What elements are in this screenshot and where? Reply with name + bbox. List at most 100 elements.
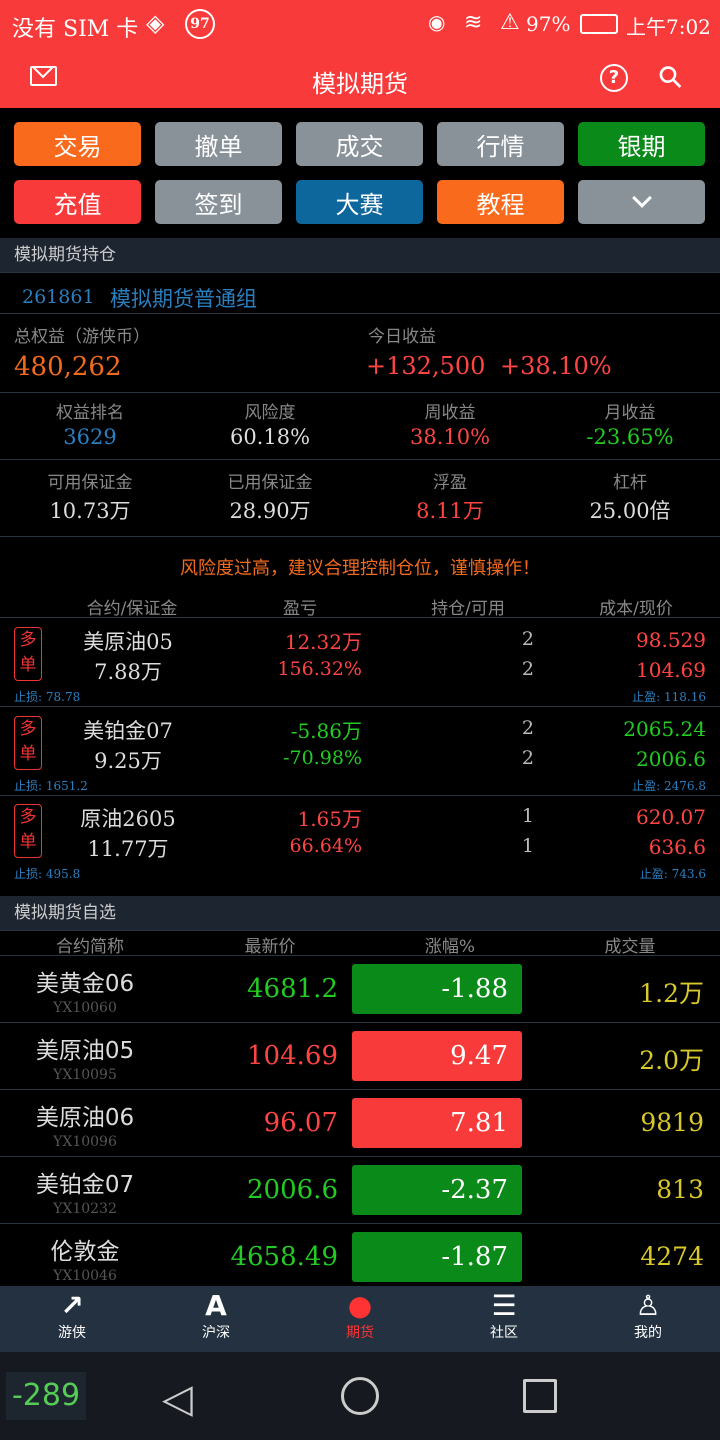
change-pct: -1.88: [352, 964, 522, 1014]
volume: 1.2万: [639, 979, 704, 1008]
available-qty: 2: [521, 658, 534, 680]
change-pct: -2.37: [352, 1165, 522, 1215]
contract-name: 美铂金07: [83, 718, 173, 743]
stat-value: 38.10%: [409, 425, 491, 449]
positions-section-title: 模拟期货持仓: [0, 238, 720, 272]
button-label: 成交: [335, 132, 384, 161]
button-label: 撤单: [194, 132, 243, 161]
stop-loss: 止损: 1651.2: [14, 778, 88, 793]
button-1[interactable]: 撤单: [155, 122, 282, 166]
stat-label: 可用保证金: [47, 473, 133, 493]
position-qty: 1: [521, 805, 534, 827]
recents-icon[interactable]: [523, 1379, 557, 1413]
pnl-pct: 156.32%: [277, 658, 362, 680]
watchlist-row[interactable]: 美原油06 YX10096 96.07 7.81 9819: [0, 1090, 720, 1156]
available-qty: 1: [521, 835, 534, 857]
nav-item-1[interactable]: A 沪深: [144, 1286, 288, 1352]
button-label: 签到: [194, 190, 243, 219]
button-4[interactable]: 银期: [578, 122, 705, 166]
stat-label: 已用保证金: [227, 473, 313, 493]
nav-item-2[interactable]: ● 期货: [288, 1286, 432, 1352]
stat-label: 权益排名: [56, 403, 124, 423]
app-header: 模拟期货 ? ⚲: [0, 50, 720, 108]
position-column-header: 持仓/可用: [431, 599, 505, 619]
bottom-nav: ↗ 游侠 A 沪深 ● 期货 ☰ 社区 ♙ 我的: [0, 1286, 720, 1352]
today-income-label: 今日收益: [368, 327, 436, 347]
button-label: 交易: [53, 132, 102, 161]
stat-value: 28.90万: [229, 499, 311, 523]
latest-price: 4658.49: [230, 1242, 338, 1272]
list-icon: ☰: [491, 1289, 517, 1322]
position-row[interactable]: 多单 美原油05 7.88万 12.32万 156.32% 2 2 98.529…: [0, 618, 720, 706]
contract-code: YX10046: [53, 1268, 117, 1284]
watchlist-column-header: 最新价: [244, 937, 296, 957]
long-tag: 多单: [14, 627, 42, 681]
nav-label: 社区: [490, 1325, 518, 1341]
watchlist-row[interactable]: 美铂金07 YX10232 2006.6 -2.37 813: [0, 1157, 720, 1223]
change-pct: 7.81: [352, 1098, 522, 1148]
pnl-pct: -70.98%: [283, 746, 362, 769]
position-row[interactable]: 多单 原油2605 11.77万 1.65万 66.64% 1 1 620.07…: [0, 795, 720, 883]
button-label: 银期: [617, 132, 666, 161]
watchlist-row[interactable]: 美原油05 YX10095 104.69 9.47 2.0万: [0, 1023, 720, 1089]
stop-loss: 止损: 495.8: [14, 867, 81, 881]
volume: 813: [656, 1175, 704, 1204]
stat-label: 杠杆: [613, 473, 647, 493]
home-icon[interactable]: [341, 1377, 379, 1415]
nav-item-4[interactable]: ♙ 我的: [576, 1286, 720, 1352]
help-icon[interactable]: ?: [600, 64, 628, 92]
account-group[interactable]: 模拟期货普通组: [110, 287, 257, 311]
stat-label: 周收益: [424, 403, 476, 423]
button-0[interactable]: 交易: [14, 122, 141, 166]
page-title: 模拟期货: [312, 70, 408, 98]
floating-badge[interactable]: -289: [6, 1372, 86, 1420]
notification-badge: 97: [185, 9, 215, 39]
watchlist-column-header: 涨幅%: [424, 937, 476, 957]
contract-name: 美铂金07: [35, 1172, 135, 1198]
contract-name: 美黄金06: [35, 971, 135, 997]
stop-loss: 止损: 78.78: [14, 690, 81, 704]
take-profit: 止盈: 118.16: [632, 690, 706, 704]
today-income: +132,500: [366, 352, 486, 380]
stat-label: 月收益: [604, 403, 656, 423]
position-column-header: 成本/现价: [599, 599, 673, 619]
button-7[interactable]: 大赛: [296, 180, 423, 224]
button-label: 大赛: [335, 190, 384, 219]
long-tag: 多单: [14, 715, 42, 770]
mail-icon[interactable]: [30, 66, 57, 86]
long-tag: 多单: [14, 804, 42, 858]
nav-item-3[interactable]: ☰ 社区: [432, 1286, 576, 1352]
volume: 2.0万: [639, 1046, 704, 1075]
today-income-pct: +38.10%: [500, 352, 612, 380]
expand-button[interactable]: [578, 180, 705, 224]
contract-name: 原油2605: [80, 807, 176, 831]
volume: 9819: [640, 1108, 704, 1137]
back-icon[interactable]: ◁: [162, 1376, 193, 1422]
margin: 7.88万: [94, 660, 162, 684]
contract-code: YX10095: [53, 1067, 117, 1083]
globe-icon: ●: [347, 1289, 373, 1322]
stat-value: 10.73万: [49, 499, 131, 523]
battery-icon: [580, 14, 618, 34]
position-column-header: 盈亏: [283, 599, 317, 619]
system-nav-bar: -289 ◁: [0, 1352, 720, 1440]
cost-price: 620.07: [636, 805, 706, 829]
button-5[interactable]: 充值: [14, 180, 141, 224]
chart-icon: ↗: [60, 1289, 84, 1322]
change-pct: -1.87: [352, 1232, 522, 1282]
account-id: 261861: [22, 286, 95, 308]
button-2[interactable]: 成交: [296, 122, 423, 166]
stat-value: 60.18%: [229, 425, 311, 449]
watchlist-row[interactable]: 伦敦金 YX10046 4658.49 -1.87 4274: [0, 1224, 720, 1290]
watchlist-row[interactable]: 美黄金06 YX10060 4681.2 -1.88 1.2万: [0, 956, 720, 1022]
button-8[interactable]: 教程: [437, 180, 564, 224]
nav-item-0[interactable]: ↗ 游侠: [0, 1286, 144, 1352]
button-3[interactable]: 行情: [437, 122, 564, 166]
button-6[interactable]: 签到: [155, 180, 282, 224]
eye-icon: ◉: [428, 10, 446, 34]
position-row[interactable]: 多单 美铂金07 9.25万 -5.86万 -70.98% 2 2 2065.2…: [0, 707, 720, 795]
stat-value: 8.11万: [416, 499, 484, 523]
position-qty: 2: [521, 628, 534, 650]
stat-value: 25.00倍: [589, 499, 671, 523]
risk-warning: 风险度过高，建议合理控制仓位，谨慎操作！: [180, 558, 540, 579]
